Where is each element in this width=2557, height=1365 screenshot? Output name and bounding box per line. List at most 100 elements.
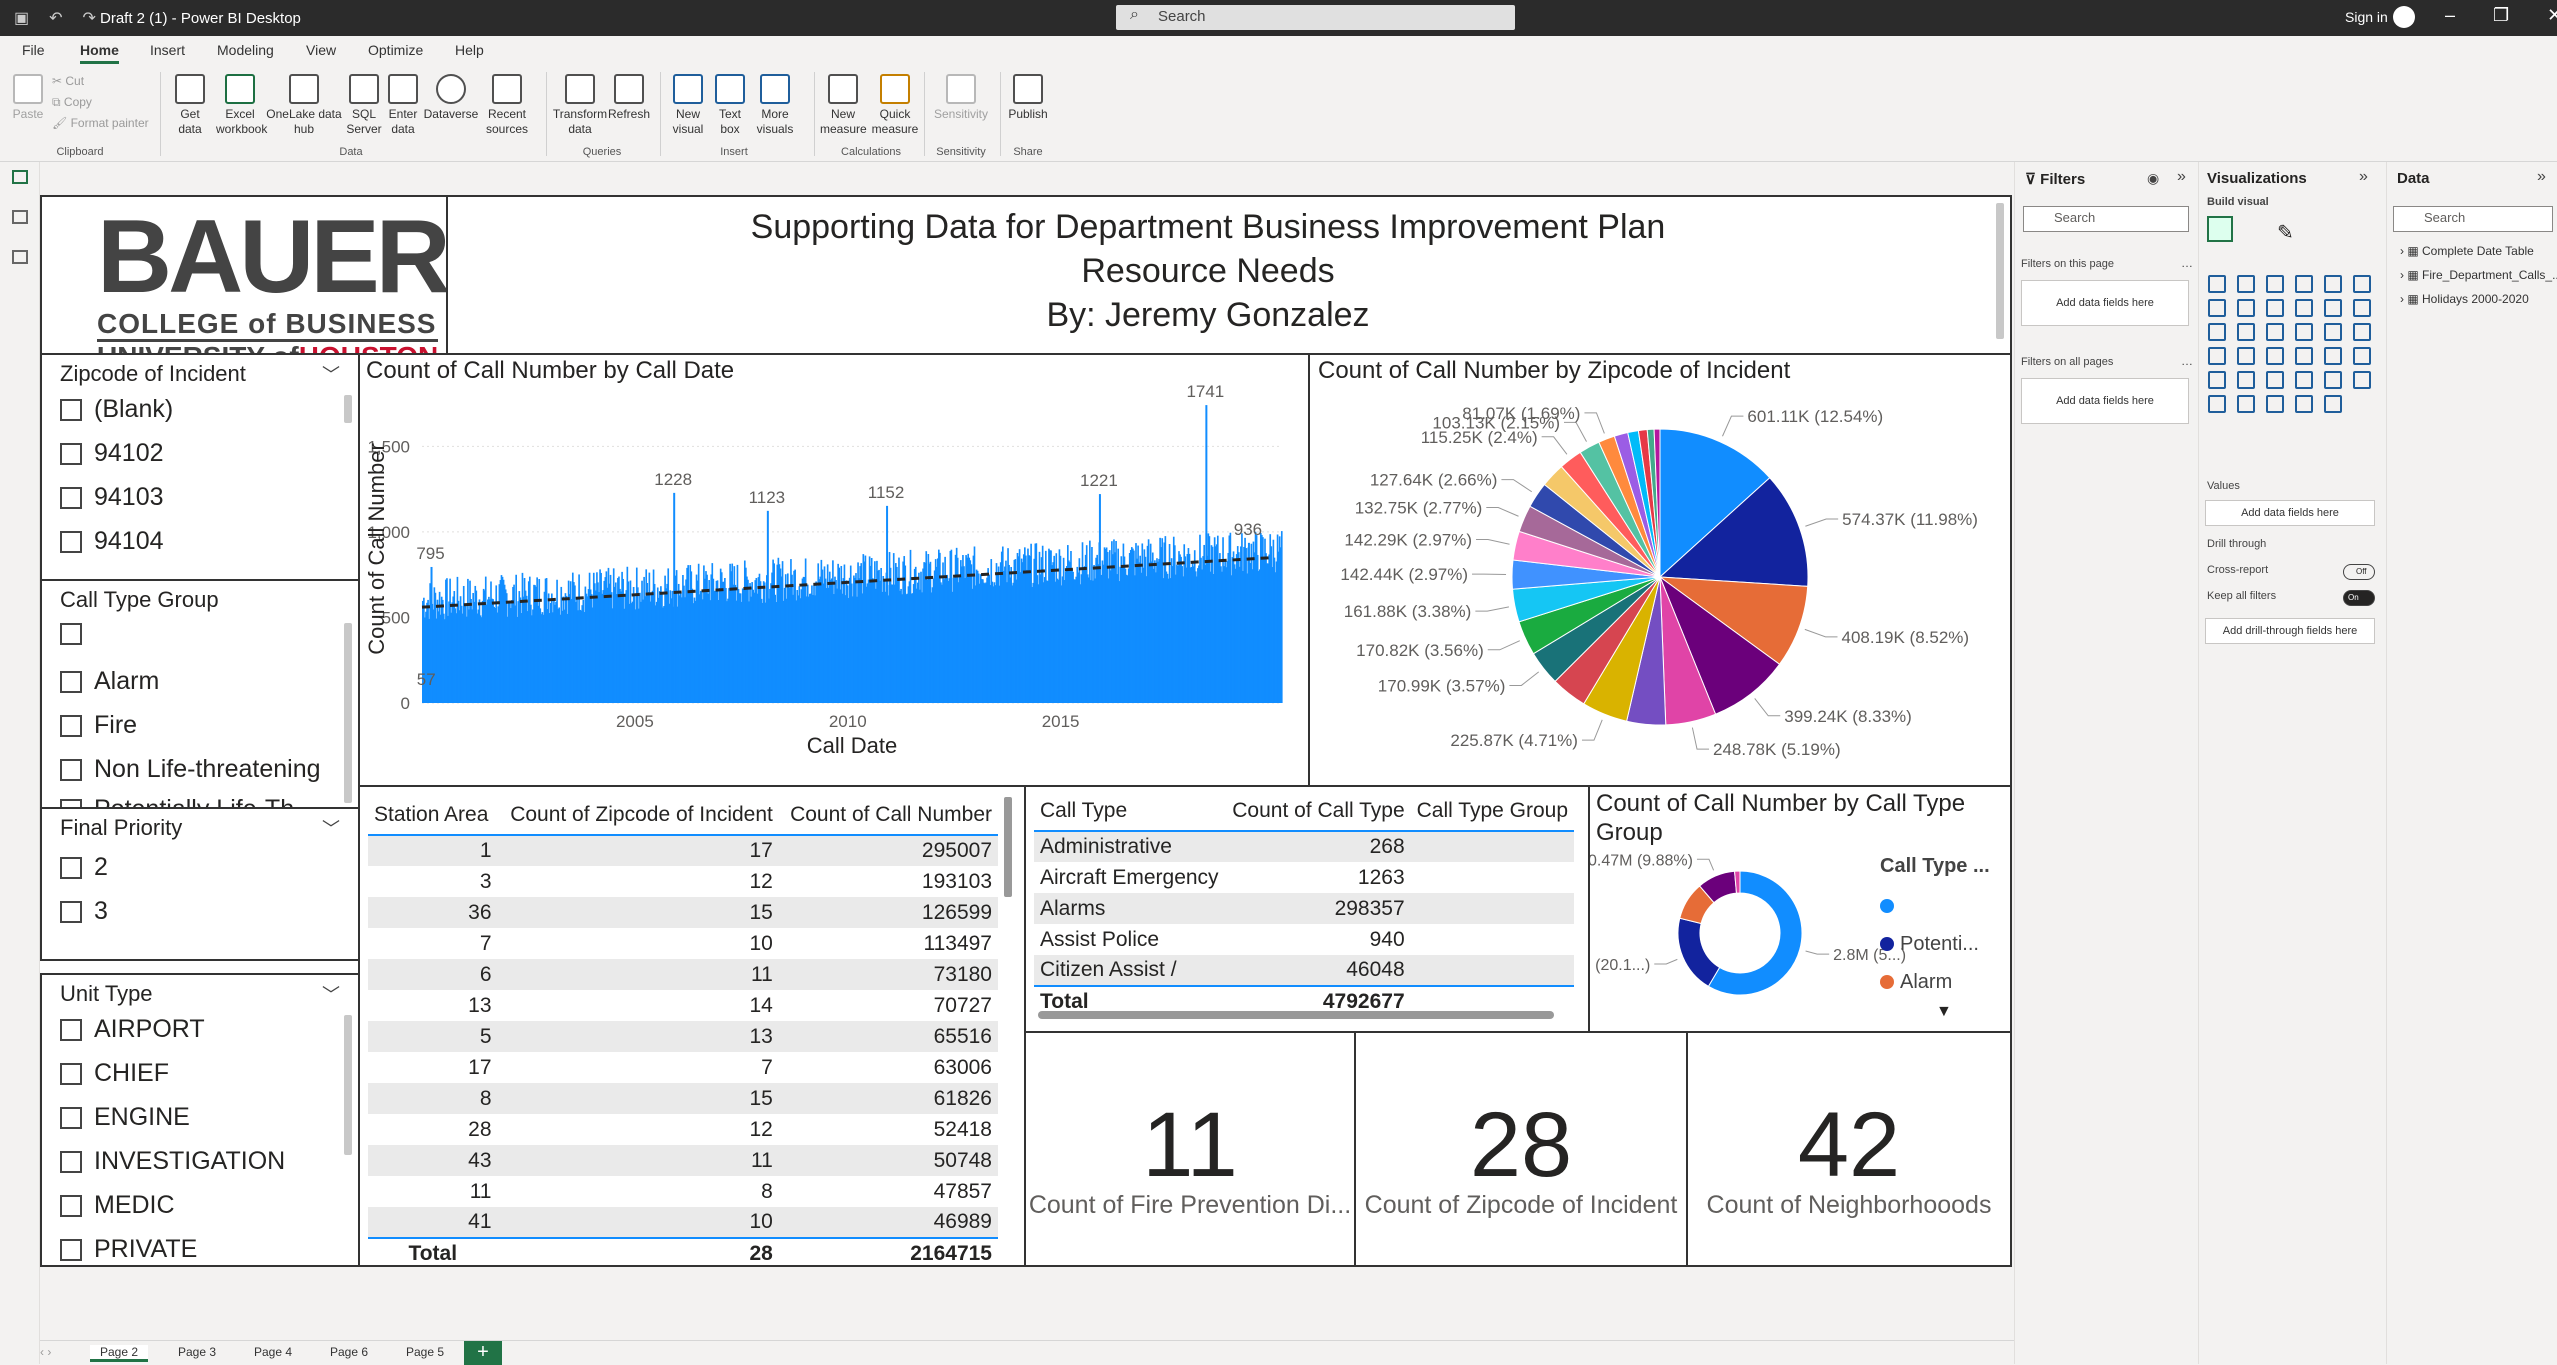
scrollbar[interactable]	[344, 623, 352, 803]
menu-file[interactable]: File	[22, 42, 45, 58]
menu-help[interactable]: Help	[455, 42, 484, 58]
close-icon[interactable]: ✕	[2547, 5, 2557, 26]
data-table-item[interactable]: › ▦ Holidays 2000-2020	[2400, 292, 2529, 306]
chevron-down-icon[interactable]: ﹀	[322, 981, 340, 1007]
card-neighborhoods[interactable]: 42 Count of Neighborhooods	[1686, 1031, 2012, 1267]
visual-type-icon[interactable]	[2266, 395, 2284, 413]
column-header[interactable]: Count of Zipcode of Incident	[498, 795, 779, 835]
chart-calls-by-zip[interactable]: Count of Call Number by Zipcode of Incid…	[1308, 353, 2012, 787]
slicer-item[interactable]: (Blank)	[60, 395, 173, 424]
excel-workbook-button[interactable]: Excel workbook	[216, 74, 264, 137]
maximize-icon[interactable]: ❐	[2493, 5, 2509, 26]
column-header[interactable]: Call Type Group	[1411, 791, 1574, 831]
keep-filters-toggle[interactable]: On	[2343, 590, 2375, 606]
slicer-item[interactable]: 94103	[60, 483, 164, 512]
checkbox[interactable]	[60, 1195, 82, 1217]
visual-type-icon[interactable]	[2237, 299, 2255, 317]
cut-button[interactable]: ✂ Cut	[52, 74, 84, 88]
visual-type-icon[interactable]	[2324, 395, 2342, 413]
slicer-item[interactable]: 2	[60, 853, 108, 882]
filters-page-drop[interactable]: Add data fields here	[2021, 280, 2189, 326]
chevron-down-icon[interactable]: ﹀	[322, 815, 340, 841]
redo-icon[interactable]: ↷	[83, 8, 96, 28]
onelake-button[interactable]: OneLake data hub	[266, 74, 342, 137]
recent-sources-button[interactable]: Recent sources	[482, 74, 532, 137]
checkbox[interactable]	[60, 1019, 82, 1041]
slicer-item[interactable]: ENGINE	[60, 1103, 190, 1132]
checkbox[interactable]	[60, 759, 82, 781]
visual-type-icon[interactable]	[2295, 299, 2313, 317]
model-view-icon[interactable]	[12, 250, 28, 264]
visual-type-icon[interactable]	[2324, 299, 2342, 317]
visual-type-icon[interactable]	[2295, 323, 2313, 341]
checkbox[interactable]	[60, 715, 82, 737]
paste-button[interactable]: Paste	[10, 74, 46, 122]
values-drop[interactable]: Add data fields here	[2205, 500, 2375, 526]
visual-type-icon[interactable]	[2324, 347, 2342, 365]
checkbox[interactable]	[60, 399, 82, 421]
table-row[interactable]: Citizen Assist /46048	[1034, 955, 1574, 986]
minimize-icon[interactable]: –	[2445, 5, 2455, 26]
visual-type-icon[interactable]	[2266, 371, 2284, 389]
slicer-item[interactable]: Fire	[60, 711, 137, 740]
visual-type-icon[interactable]	[2295, 347, 2313, 365]
data-table-item[interactable]: › ▦ Complete Date Table	[2400, 244, 2534, 258]
visual-type-icon[interactable]	[2266, 299, 2284, 317]
enter-data-button[interactable]: Enter data	[386, 74, 420, 137]
add-page-button[interactable]: +	[464, 1341, 502, 1365]
slicer-item[interactable]: 94102	[60, 439, 164, 468]
visual-type-icon[interactable]	[2208, 347, 2226, 365]
slicer-item[interactable]: 3	[60, 897, 108, 926]
legend-item[interactable]	[1880, 887, 1979, 925]
publish-button[interactable]: Publish	[1006, 74, 1050, 122]
visual-type-icon[interactable]	[2353, 323, 2371, 341]
visual-type-icon[interactable]	[2324, 323, 2342, 341]
checkbox[interactable]	[60, 487, 82, 509]
slicer-item[interactable]: INVESTIGATION	[60, 1147, 285, 1176]
transform-data-button[interactable]: Transform data	[552, 74, 608, 137]
column-header[interactable]: Count of Call Type	[1226, 791, 1410, 831]
data-search[interactable]: Search	[2393, 206, 2553, 232]
visual-type-icon[interactable]	[2353, 347, 2371, 365]
tab-page-6[interactable]: Page 6	[330, 1345, 368, 1359]
column-header[interactable]: Station Area	[368, 795, 498, 835]
legend-scroll-down-icon[interactable]: ▼	[1936, 1003, 1952, 1021]
checkbox[interactable]	[60, 531, 82, 553]
report-view-icon[interactable]	[12, 170, 28, 184]
collapse-pane-icon[interactable]: »	[2537, 168, 2546, 186]
visual-type-icon[interactable]	[2324, 371, 2342, 389]
menu-home[interactable]: Home	[80, 42, 119, 64]
scrollbar[interactable]	[1996, 203, 2004, 339]
card-zipcode[interactable]: 28 Count of Zipcode of Incident	[1354, 1031, 1688, 1267]
slicer-item[interactable]: PRIVATE	[60, 1235, 197, 1264]
checkbox[interactable]	[60, 623, 82, 645]
refresh-button[interactable]: Refresh	[608, 74, 650, 122]
save-icon[interactable]: ▣	[14, 8, 29, 28]
column-header[interactable]: Call Type	[1034, 791, 1226, 831]
copy-button[interactable]: ⧉ Copy	[52, 95, 92, 110]
data-table-item[interactable]: › ▦ Fire_Department_Calls_...	[2400, 268, 2557, 282]
build-visual-tab[interactable]	[2207, 216, 2233, 242]
checkbox[interactable]	[60, 671, 82, 693]
sign-in-link[interactable]: Sign in	[2345, 9, 2388, 25]
visual-type-icon[interactable]	[2266, 323, 2284, 341]
sensitivity-button[interactable]: Sensitivity	[930, 74, 992, 122]
avatar[interactable]	[2393, 6, 2415, 28]
checkbox[interactable]	[60, 1151, 82, 1173]
slicer-item[interactable]: AIRPORT	[60, 1015, 205, 1044]
checkbox[interactable]	[60, 901, 82, 923]
more-visuals-button[interactable]: More visuals	[750, 74, 800, 137]
scrollbar[interactable]	[1004, 797, 1012, 897]
visual-type-icon[interactable]	[2208, 395, 2226, 413]
scrollbar[interactable]	[344, 395, 352, 423]
